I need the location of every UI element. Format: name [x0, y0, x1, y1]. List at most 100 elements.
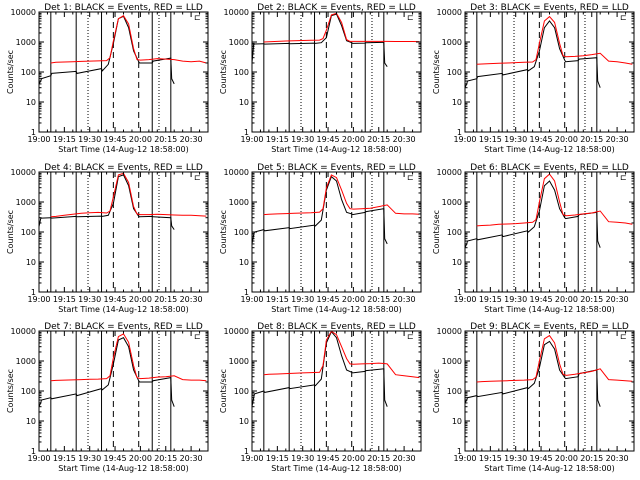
panel-9-series-events-line	[464, 340, 601, 407]
panel-4-xlabel: Start Time (14-Aug-12 18:58:00)	[58, 305, 189, 314]
panel-2-x-tick-label-2: 19:30	[291, 135, 314, 144]
panel-8-x-tick-label-4: 20:00	[342, 454, 365, 463]
panel-5-plot-frame	[251, 171, 422, 293]
panel-8-xlabel: Start Time (14-Aug-12 18:58:00)	[271, 464, 402, 473]
panel-3-y-tick-label-0: 1	[457, 128, 462, 137]
panel-1-x-tick-label-0: 19:00	[27, 135, 50, 144]
panel-4-y-tick-label-4: 10000	[11, 168, 36, 177]
panel-4-y-tick-label-1: 10	[26, 258, 36, 267]
panel-5-corner-mark: ⊏	[407, 173, 414, 182]
panel-1-ylabel: Counts/sec	[6, 50, 15, 94]
panel-7-corner-mark: ⊏	[194, 332, 201, 341]
panel-8-x-tick-label-6: 20:30	[393, 454, 416, 463]
panel-6-y-tick-label-4: 10000	[437, 168, 462, 177]
panel-3-x-tick-label-1: 19:15	[479, 135, 502, 144]
panel-6-x-tick-label-0: 19:00	[453, 295, 476, 304]
panel-5-series-events-line	[251, 175, 388, 245]
panel-5-x-tick-label-4: 20:00	[342, 295, 365, 304]
panel-3-series-events-line	[464, 20, 601, 88]
panel-1-x-tick-label-6: 20:30	[180, 135, 203, 144]
panel-8-ylabel: Counts/sec	[219, 369, 228, 413]
panel-8-y-tick-label-2: 100	[234, 387, 249, 396]
panel-7-y-tick-label-0: 1	[31, 447, 36, 456]
panel-2-x-tick-label-6: 20:30	[393, 135, 416, 144]
panel-3-ylabel: Counts/sec	[432, 50, 441, 94]
panel-2-y-tick-label-1: 10	[239, 98, 249, 107]
panel-7-series-lld-line	[50, 333, 207, 382]
panel-8-plot-frame	[251, 330, 422, 452]
panel-2-x-tick-label-3: 19:45	[317, 135, 340, 144]
panel-3-y-tick-label-3: 1000	[442, 38, 462, 47]
panel-6-x-tick-label-1: 19:15	[479, 295, 502, 304]
panel-4-y-tick-label-0: 1	[31, 288, 36, 297]
panel-5-series-lld-line	[263, 174, 420, 216]
panel-2-y-tick-label-0: 1	[244, 128, 249, 137]
panel-6-x-tick-label-3: 19:45	[530, 295, 553, 304]
panel-8-y-tick-label-4: 10000	[224, 327, 249, 336]
panel-5-ylabel: Counts/sec	[219, 210, 228, 254]
panel-1-xlabel: Start Time (14-Aug-12 18:58:00)	[58, 145, 189, 154]
panel-8-y-tick-label-1: 10	[239, 417, 249, 426]
panel-7-plot-frame	[38, 330, 209, 452]
panel-5-x-tick-label-1: 19:15	[266, 295, 289, 304]
panel-4-x-tick-label-4: 20:00	[129, 295, 152, 304]
panel-9-y-tick-label-0: 1	[457, 447, 462, 456]
panel-9-corner-mark: ⊏	[620, 332, 627, 341]
panel-3-plot-frame	[464, 11, 635, 133]
panel-3-y-tick-label-2: 100	[447, 68, 462, 77]
panel-3-x-tick-label-4: 20:00	[555, 135, 578, 144]
panel-9-x-tick-label-6: 20:30	[606, 454, 629, 463]
panel-4-x-tick-label-3: 19:45	[104, 295, 127, 304]
panel-3-series-lld-line	[476, 15, 633, 65]
panel-9-y-tick-label-1: 10	[452, 417, 462, 426]
panel-6-series-events-line	[464, 180, 601, 248]
panel-6-x-tick-label-2: 19:30	[504, 295, 527, 304]
panel-3-x-tick-label-2: 19:30	[504, 135, 527, 144]
panel-4-y-tick-label-3: 1000	[16, 198, 36, 207]
panel-2-y-tick-label-4: 10000	[224, 8, 249, 17]
panel-2-title: Det 2: BLACK = Events, RED = LLD	[257, 3, 416, 13]
panel-9-x-tick-label-4: 20:00	[555, 454, 578, 463]
panel-9-x-tick-label-1: 19:15	[479, 454, 502, 463]
panel-7-x-tick-label-0: 19:00	[27, 454, 50, 463]
panel-2-corner-mark: ⊏	[407, 13, 414, 22]
panel-5-x-tick-label-6: 20:30	[393, 295, 416, 304]
panel-7-x-tick-label-1: 19:15	[53, 454, 76, 463]
panel-6-x-tick-label-6: 20:30	[606, 295, 629, 304]
panel-6-xlabel: Start Time (14-Aug-12 18:58:00)	[484, 305, 615, 314]
panel-6-x-tick-label-4: 20:00	[555, 295, 578, 304]
panel-8-x-tick-label-3: 19:45	[317, 454, 340, 463]
panel-5-title: Det 5: BLACK = Events, RED = LLD	[257, 163, 416, 173]
panel-9-y-tick-label-4: 10000	[437, 327, 462, 336]
panel-7-ylabel: Counts/sec	[6, 369, 15, 413]
panel-9-x-tick-label-2: 19:30	[504, 454, 527, 463]
panel-7-x-tick-label-2: 19:30	[78, 454, 101, 463]
panel-9-y-tick-label-2: 100	[447, 387, 462, 396]
panel-4-ylabel: Counts/sec	[6, 210, 15, 254]
panel-6-y-tick-label-0: 1	[457, 288, 462, 297]
panel-4-series-lld-line	[50, 172, 207, 218]
panel-4-plot-frame	[38, 171, 209, 293]
panel-1-y-tick-label-0: 1	[31, 128, 36, 137]
panel-2-xlabel: Start Time (14-Aug-12 18:58:00)	[271, 145, 402, 154]
panel-7-x-tick-label-3: 19:45	[104, 454, 127, 463]
panel-2-ylabel: Counts/sec	[219, 50, 228, 94]
panel-9-title: Det 9: BLACK = Events, RED = LLD	[470, 322, 629, 332]
panel-1-series-events-line	[38, 15, 175, 85]
panel-1-y-tick-label-3: 1000	[16, 38, 36, 47]
panel-1-corner-mark: ⊏	[194, 13, 201, 22]
panel-3-y-tick-label-1: 10	[452, 98, 462, 107]
panel-8-x-tick-label-1: 19:15	[266, 454, 289, 463]
panel-2-x-tick-label-0: 19:00	[240, 135, 263, 144]
panel-9-xlabel: Start Time (14-Aug-12 18:58:00)	[484, 464, 615, 473]
panel-9-ylabel: Counts/sec	[432, 369, 441, 413]
panel-1-y-tick-label-4: 10000	[11, 8, 36, 17]
panel-6-corner-mark: ⊏	[620, 173, 627, 182]
panel-3-title: Det 3: BLACK = Events, RED = LLD	[470, 3, 629, 13]
panel-4-y-tick-label-2: 100	[21, 228, 36, 237]
panel-5-y-tick-label-2: 100	[234, 228, 249, 237]
panel-5-x-tick-label-5: 20:15	[367, 295, 390, 304]
panel-6-y-tick-label-3: 1000	[442, 198, 462, 207]
panel-6-series-lld-line	[476, 173, 633, 227]
